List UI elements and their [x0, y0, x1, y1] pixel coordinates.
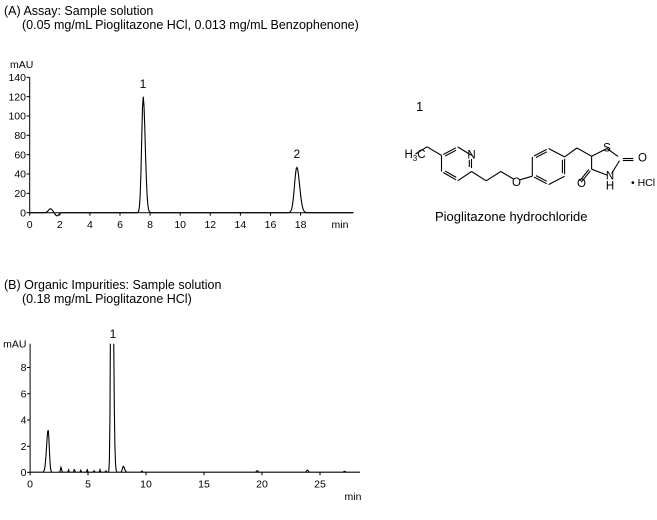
svg-text:O: O [638, 153, 647, 165]
svg-text:H3C: H3C [404, 149, 425, 163]
svg-text:• HCl: • HCl [631, 177, 655, 189]
svg-text:O: O [512, 177, 521, 189]
svg-text:O: O [577, 178, 586, 190]
svg-text:H: H [606, 181, 614, 193]
svg-text:S: S [603, 143, 611, 155]
svg-text:N: N [467, 150, 475, 162]
